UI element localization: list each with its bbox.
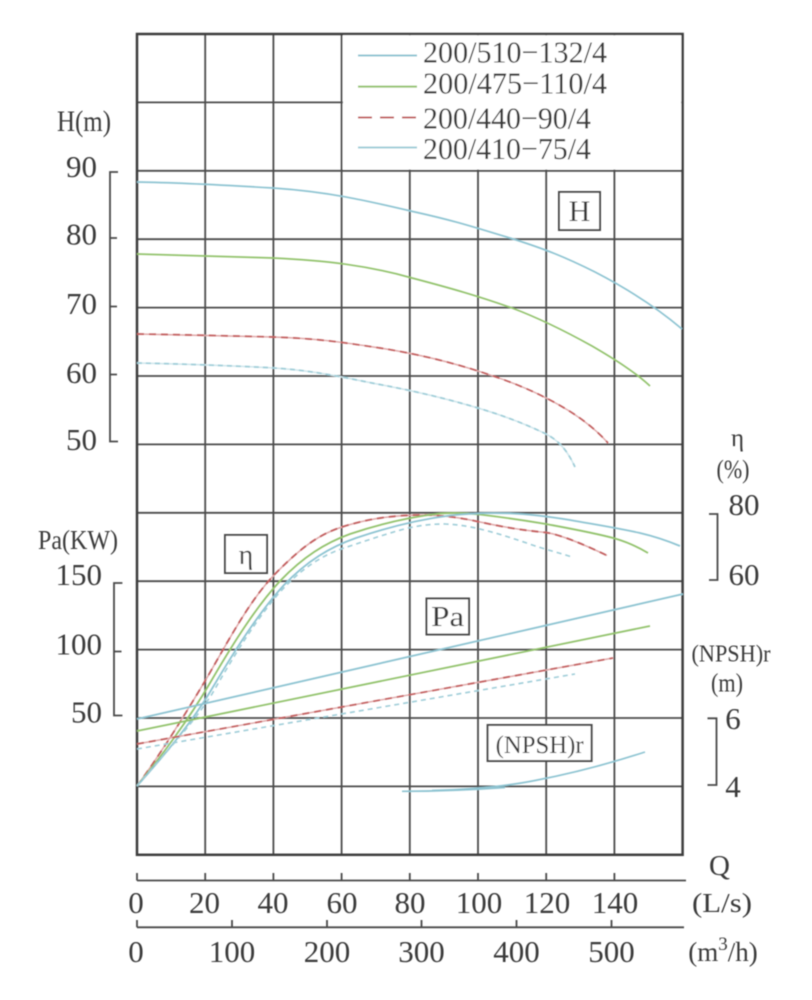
svg-text:4: 4 [725,769,741,804]
svg-text:90: 90 [66,149,97,184]
svg-text:60: 60 [66,355,97,390]
svg-text:60: 60 [327,885,358,920]
svg-text:120: 120 [524,885,571,920]
svg-text:200/510−132/4: 200/510−132/4 [423,35,607,70]
svg-text:70: 70 [66,286,97,321]
svg-text:0: 0 [128,885,144,920]
svg-text:20: 20 [189,885,220,920]
svg-text:6: 6 [725,701,741,736]
svg-text:80: 80 [729,487,760,522]
svg-text:(m3/h): (m3/h) [688,934,758,967]
svg-text:300: 300 [398,934,445,969]
svg-text:140: 140 [592,885,639,920]
svg-text:(%): (%) [717,455,750,484]
svg-text:80: 80 [395,885,426,920]
svg-text:η: η [239,540,254,571]
svg-text:200/475−110/4: 200/475−110/4 [423,66,607,101]
svg-text:200/440−90/4: 200/440−90/4 [423,101,591,136]
svg-text:(L/s): (L/s) [692,888,752,918]
svg-text:η: η [731,425,744,452]
svg-text:Q: Q [709,850,730,882]
svg-text:500: 500 [588,934,635,969]
svg-text:400: 400 [493,934,540,969]
svg-text:H: H [569,195,591,228]
svg-text:H(m): H(m) [57,105,111,138]
svg-text:40: 40 [258,885,289,920]
svg-text:100: 100 [56,627,103,662]
svg-text:100: 100 [456,885,503,920]
svg-text:100: 100 [209,934,256,969]
svg-text:(NPSH)r: (NPSH)r [692,642,771,668]
svg-text:50: 50 [66,422,97,457]
svg-text:0: 0 [128,934,144,969]
svg-text:200: 200 [304,934,351,969]
svg-text:(NPSH)r: (NPSH)r [496,732,585,759]
svg-text:Pa(KW): Pa(KW) [38,525,118,555]
svg-text:150: 150 [56,557,103,592]
svg-text:80: 80 [66,217,97,252]
svg-text:Pa: Pa [431,601,464,633]
svg-text:50: 50 [71,695,102,730]
svg-text:60: 60 [729,557,760,592]
svg-text:200/410−75/4: 200/410−75/4 [423,131,591,166]
svg-text:(m): (m) [711,669,743,698]
